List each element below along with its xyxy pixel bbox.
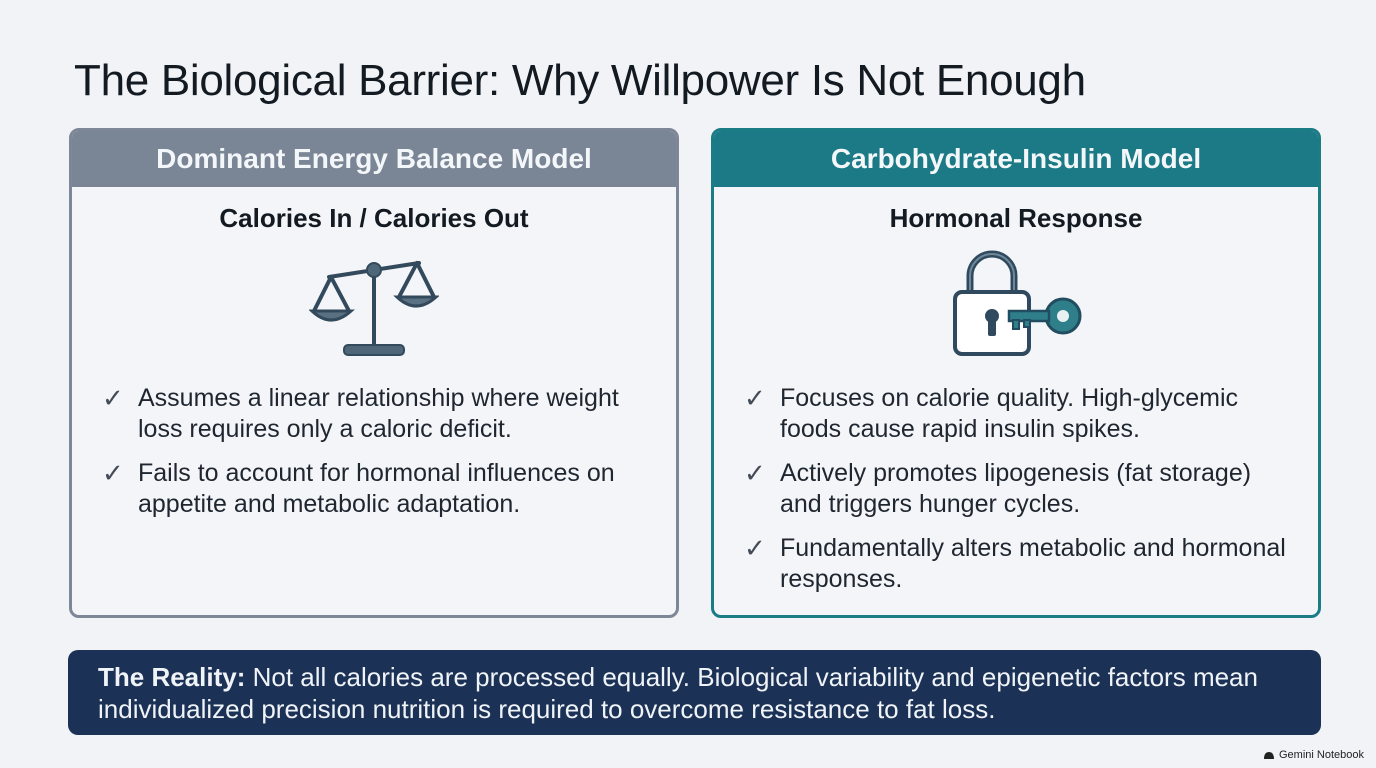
bullet-text: Assumes a linear relationship where weig… bbox=[138, 384, 619, 443]
list-item: ✓ Fundamentally alters metabolic and hor… bbox=[744, 533, 1294, 595]
reality-label: The Reality: bbox=[98, 662, 246, 692]
list-item: ✓ Assumes a linear relationship where we… bbox=[102, 383, 652, 445]
carbohydrate-insulin-header: Carbohydrate-Insulin Model bbox=[714, 131, 1318, 187]
footer-brand: Gemini Notebook bbox=[1263, 749, 1364, 761]
brand-label: Gemini Notebook bbox=[1279, 749, 1364, 761]
energy-balance-card: Dominant Energy Balance Model Calories I… bbox=[69, 128, 679, 618]
list-item: ✓ Actively promotes lipogenesis (fat sto… bbox=[744, 458, 1294, 520]
energy-balance-subtitle: Calories In / Calories Out bbox=[219, 203, 529, 233]
bullet-text: Actively promotes lipogenesis (fat stora… bbox=[780, 459, 1252, 518]
list-item: ✓ Fails to account for hormonal influenc… bbox=[102, 458, 652, 520]
carbohydrate-insulin-bullets: ✓ Focuses on calorie quality. High-glyce… bbox=[714, 383, 1318, 595]
checkmark-icon: ✓ bbox=[744, 458, 766, 488]
balance-scale-icon bbox=[72, 245, 676, 363]
carbohydrate-insulin-card: Carbohydrate-Insulin Model Hormonal Resp… bbox=[711, 128, 1321, 618]
energy-balance-bullets: ✓ Assumes a linear relationship where we… bbox=[72, 383, 676, 520]
brand-icon bbox=[1264, 751, 1274, 759]
checkmark-icon: ✓ bbox=[102, 458, 124, 488]
bullet-text: Focuses on calorie quality. High-glycemi… bbox=[780, 384, 1239, 443]
checkmark-icon: ✓ bbox=[744, 383, 766, 413]
bullet-text: Fundamentally alters metabolic and hormo… bbox=[780, 534, 1286, 593]
checkmark-icon: ✓ bbox=[744, 533, 766, 563]
checkmark-icon: ✓ bbox=[102, 383, 124, 413]
padlock-key-icon bbox=[714, 245, 1318, 363]
carbohydrate-insulin-subtitle: Hormonal Response bbox=[889, 203, 1143, 233]
reality-text: Not all calories are processed equally. … bbox=[98, 662, 1258, 724]
reality-banner: The Reality: Not all calories are proces… bbox=[68, 650, 1321, 735]
page-title: The Biological Barrier: Why Willpower Is… bbox=[74, 56, 1086, 105]
bullet-text: Fails to account for hormonal influences… bbox=[138, 459, 615, 518]
energy-balance-header: Dominant Energy Balance Model bbox=[72, 131, 676, 187]
list-item: ✓ Focuses on calorie quality. High-glyce… bbox=[744, 383, 1294, 445]
